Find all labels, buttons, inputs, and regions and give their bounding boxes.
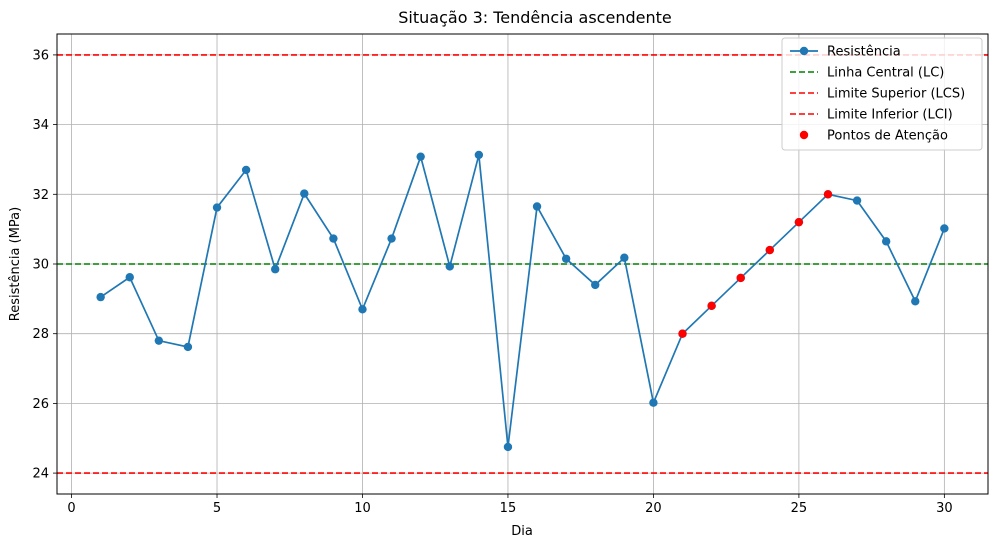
data-point [940, 224, 949, 233]
data-point [416, 152, 425, 161]
legend-swatch-marker [799, 130, 809, 140]
data-point [445, 262, 454, 271]
y-tick-label: 32 [32, 188, 49, 203]
data-point [183, 342, 193, 352]
x-tick-label: 10 [354, 501, 371, 516]
data-point [881, 237, 891, 246]
data-point [474, 150, 484, 160]
chart-title: Situação 3: Tendência ascendente [398, 8, 671, 27]
attention-point [823, 190, 833, 199]
y-tick-label: 24 [32, 467, 49, 482]
attention-point [794, 217, 804, 227]
legend-box [781, 37, 983, 151]
y-tick-label: 30 [32, 258, 49, 273]
y-tick-label: 28 [32, 327, 49, 342]
x-tick-label: 25 [791, 501, 808, 516]
data-point [358, 305, 367, 314]
data-point [561, 254, 571, 263]
data-point [241, 165, 251, 175]
legend-entry-label: Limite Superior (LCS) [827, 87, 965, 102]
legend: Resistência Linha Central (LC) Limite Supe… [781, 37, 983, 151]
data-point [329, 234, 338, 243]
data-point [911, 297, 920, 306]
x-tick-label: 20 [645, 501, 662, 516]
attention-point [765, 245, 774, 255]
attention-point [678, 329, 687, 338]
legend-entry-label: Linha Central (LC) [827, 66, 944, 81]
legend-entry-label: Limite Inferior (LCI) [827, 108, 953, 123]
y-tick-label: 26 [32, 397, 49, 412]
data-point [300, 189, 309, 198]
data-point [387, 234, 396, 243]
data-point [271, 265, 280, 274]
axis-ticks: 0 5 10 15 20 25 30 24 26 28 30 32 34 36 [32, 48, 952, 516]
legend-swatch-marker [799, 46, 809, 56]
x-tick-label: 15 [500, 501, 517, 516]
data-point [649, 398, 658, 407]
data-point [96, 292, 105, 302]
attention-point [707, 301, 716, 311]
attention-point [736, 273, 745, 283]
data-point [620, 253, 629, 262]
x-tick-label: 30 [936, 501, 953, 516]
series-line [100, 153, 946, 448]
attention-points [678, 190, 833, 338]
data-point [591, 280, 600, 290]
data-point [852, 196, 862, 205]
data-point [212, 203, 222, 212]
legend-entry-label: Resistência [827, 45, 901, 60]
series [96, 150, 949, 452]
y-axis-label: Resistência (MPa) [8, 207, 23, 321]
legend-entry-label: Pontos de Atenção [827, 129, 948, 144]
y-tick-label: 34 [32, 118, 49, 133]
y-tick-label: 36 [32, 48, 49, 63]
data-point [503, 442, 513, 452]
x-axis-label: Dia [511, 524, 533, 539]
data-point [532, 202, 542, 211]
data-point [125, 273, 134, 282]
data-point [154, 336, 164, 345]
x-tick-label: 5 [213, 501, 221, 516]
x-tick-label: 0 [67, 501, 75, 516]
